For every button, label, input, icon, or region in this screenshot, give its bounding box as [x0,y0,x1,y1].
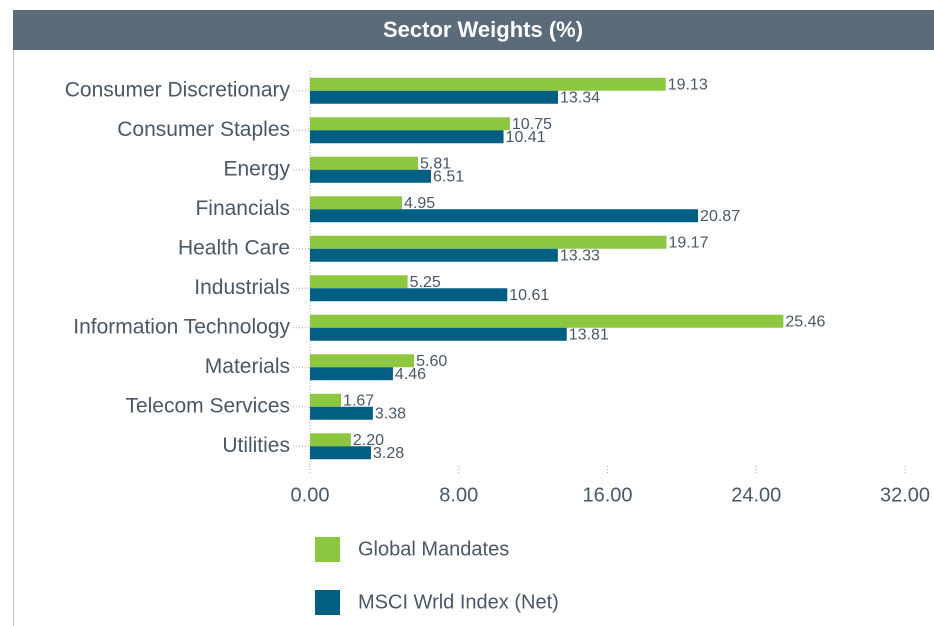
legend-swatch [315,590,340,615]
bar [310,393,342,407]
value-label: 4.46 [395,366,426,383]
bar [310,209,699,223]
value-label: 6.51 [433,168,464,185]
value-label: 10.41 [506,129,546,146]
bar [310,77,666,91]
x-tick-label: 8.00 [439,484,478,506]
category-label: Information Technology [73,315,290,338]
bar [310,314,784,328]
bar [310,327,567,341]
bar [310,367,393,381]
category-label: Materials [205,355,290,378]
value-label: 3.28 [373,445,404,462]
value-label: 13.81 [569,326,609,343]
value-label: 19.13 [668,76,708,93]
bar [310,196,403,210]
chart-title: Sector Weights (%) [383,17,583,42]
bar [310,433,351,447]
bar [310,130,504,144]
value-label: 10.75 [512,116,552,133]
value-label: 5.60 [416,353,447,370]
category-label: Financials [195,197,290,220]
bar [310,117,510,131]
value-label: 2.20 [353,432,384,449]
bar [310,288,508,302]
legend-label: Global Mandates [358,538,509,560]
bar [310,354,415,368]
x-tick-label: 32.00 [880,484,930,506]
category-label: Consumer Staples [117,118,290,141]
value-label: 5.25 [410,274,441,291]
value-label: 13.33 [560,247,600,264]
bar [310,169,432,183]
bar [310,275,408,289]
category-label: Energy [223,157,290,180]
value-label: 20.87 [700,208,740,225]
bar [310,90,559,104]
value-label: 13.34 [560,89,600,106]
legend-label: MSCI Wrld Index (Net) [358,591,559,613]
value-label: 25.46 [785,313,825,330]
category-label: Telecom Services [125,394,290,417]
value-label: 1.67 [343,392,374,409]
x-tick-label: 16.00 [582,484,632,506]
x-tick-label: 24.00 [731,484,781,506]
value-label: 5.81 [420,155,451,172]
bar [310,156,419,170]
bar [310,446,371,460]
legend-swatch [315,537,340,562]
value-label: 19.17 [668,234,708,251]
value-label: 4.95 [404,195,435,212]
header-bar [13,10,934,50]
x-tick-label: 0.00 [291,484,330,506]
bar [310,406,373,420]
category-label: Consumer Discretionary [65,78,291,101]
value-label: 10.61 [509,287,549,304]
category-label: Health Care [178,236,290,259]
bar [310,235,667,249]
value-label: 3.38 [375,405,406,422]
category-label: Industrials [194,276,290,299]
category-label: Utilities [222,434,290,457]
bar [310,248,558,262]
